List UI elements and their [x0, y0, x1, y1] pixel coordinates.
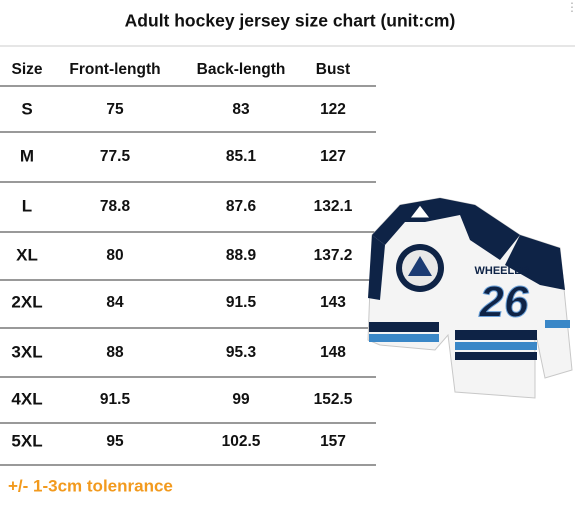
- measure-cell: 127: [320, 148, 346, 165]
- measure-cell: 157: [320, 433, 346, 450]
- measure-cell: 88: [106, 344, 124, 361]
- measure-cell: 152.5: [314, 391, 353, 408]
- measure-cell: 148: [320, 344, 346, 361]
- measure-cell: 84: [106, 294, 124, 311]
- size-table: Size Front-length Back-length Bust S 75 83 122 M…: [0, 61, 376, 466]
- size-cell: L: [22, 196, 32, 215]
- measure-cell: 99: [232, 391, 250, 408]
- title: Adult hockey jersey size chart (unit:cm): [125, 11, 456, 31]
- size-cell: 2XL: [11, 292, 42, 311]
- measure-cell: 85.1: [226, 148, 257, 165]
- jersey-number: 26: [479, 278, 529, 327]
- size-cell: XL: [16, 245, 38, 264]
- jersey-image: WHEELER 26: [367, 197, 573, 399]
- measure-cell: 87.6: [226, 198, 257, 215]
- measure-cell: 122: [320, 101, 346, 118]
- column-header: Size: [11, 61, 42, 78]
- measure-cell: 78.8: [100, 198, 131, 215]
- measure-cell: 75: [106, 101, 124, 118]
- measure-cell: 143: [320, 294, 346, 311]
- jersey-name: WHEELER: [475, 265, 530, 277]
- measure-cell: 132.1: [314, 198, 353, 215]
- measure-cell: 91.5: [100, 391, 131, 408]
- column-header: Bust: [316, 61, 350, 78]
- size-cell: S: [21, 99, 32, 118]
- measure-cell: 95.3: [226, 344, 257, 361]
- column-header: Front-length: [69, 61, 160, 78]
- measure-cell: 83: [232, 101, 250, 118]
- measure-cell: 102.5: [222, 433, 261, 450]
- measure-cell: 137.2: [314, 247, 353, 264]
- tolerance-note: +/- 1-3cm tolenrance: [8, 476, 173, 495]
- measure-cell: 95: [106, 433, 124, 450]
- menu-dots[interactable]: ⋮: [566, 0, 575, 14]
- measure-cell: 91.5: [226, 294, 257, 311]
- column-header: Back-length: [197, 61, 286, 78]
- measure-cell: 88.9: [226, 247, 257, 264]
- measure-cell: 77.5: [100, 148, 131, 165]
- size-cell: 3XL: [11, 342, 42, 361]
- measure-cell: 80: [106, 247, 123, 264]
- size-cell: 5XL: [11, 431, 42, 450]
- size-cell: M: [20, 146, 34, 165]
- size-cell: 4XL: [11, 389, 42, 408]
